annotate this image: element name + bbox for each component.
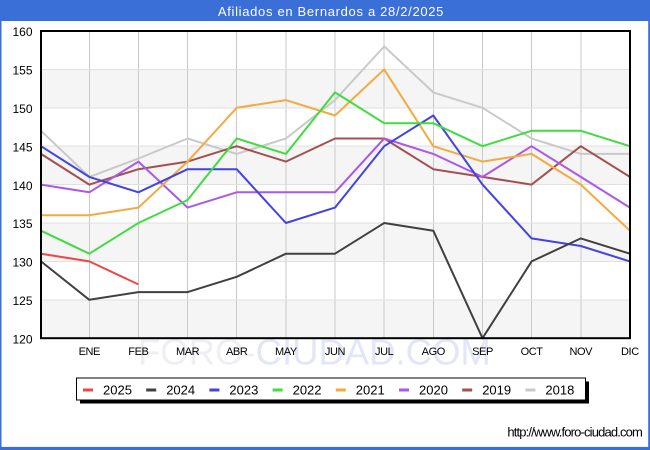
svg-text:2018: 2018 xyxy=(545,383,574,398)
svg-text:155: 155 xyxy=(12,64,32,78)
svg-text:http://www.foro-ciudad.com: http://www.foro-ciudad.com xyxy=(507,425,642,440)
svg-text:140: 140 xyxy=(12,179,32,193)
svg-text:JUN: JUN xyxy=(325,346,346,358)
svg-text:AGO: AGO xyxy=(422,346,446,358)
svg-text:FEB: FEB xyxy=(128,346,148,358)
svg-text:135: 135 xyxy=(12,217,32,231)
svg-text:160: 160 xyxy=(12,25,32,39)
svg-text:2019: 2019 xyxy=(482,383,511,398)
svg-text:125: 125 xyxy=(12,294,32,308)
svg-text:120: 120 xyxy=(12,332,32,346)
svg-text:2020: 2020 xyxy=(419,383,448,398)
svg-text:ABR: ABR xyxy=(226,346,248,358)
svg-text:2023: 2023 xyxy=(229,383,258,398)
svg-text:Afiliados en Bernardos a 28/2/: Afiliados en Bernardos a 28/2/2025 xyxy=(218,4,444,19)
svg-text:MAY: MAY xyxy=(275,346,298,358)
svg-text:JUL: JUL xyxy=(375,346,394,358)
svg-text:2022: 2022 xyxy=(293,383,322,398)
svg-text:2024: 2024 xyxy=(166,383,195,398)
svg-text:DIC: DIC xyxy=(621,346,639,358)
svg-text:OCT: OCT xyxy=(521,346,544,358)
svg-text:NOV: NOV xyxy=(569,346,593,358)
svg-text:130: 130 xyxy=(12,256,32,270)
svg-text:150: 150 xyxy=(12,102,32,116)
svg-text:2021: 2021 xyxy=(356,383,385,398)
svg-text:145: 145 xyxy=(12,140,32,154)
svg-text:ENE: ENE xyxy=(79,346,100,358)
svg-text:SEP: SEP xyxy=(472,346,493,358)
svg-text:MAR: MAR xyxy=(176,346,200,358)
svg-text:2025: 2025 xyxy=(103,383,132,398)
